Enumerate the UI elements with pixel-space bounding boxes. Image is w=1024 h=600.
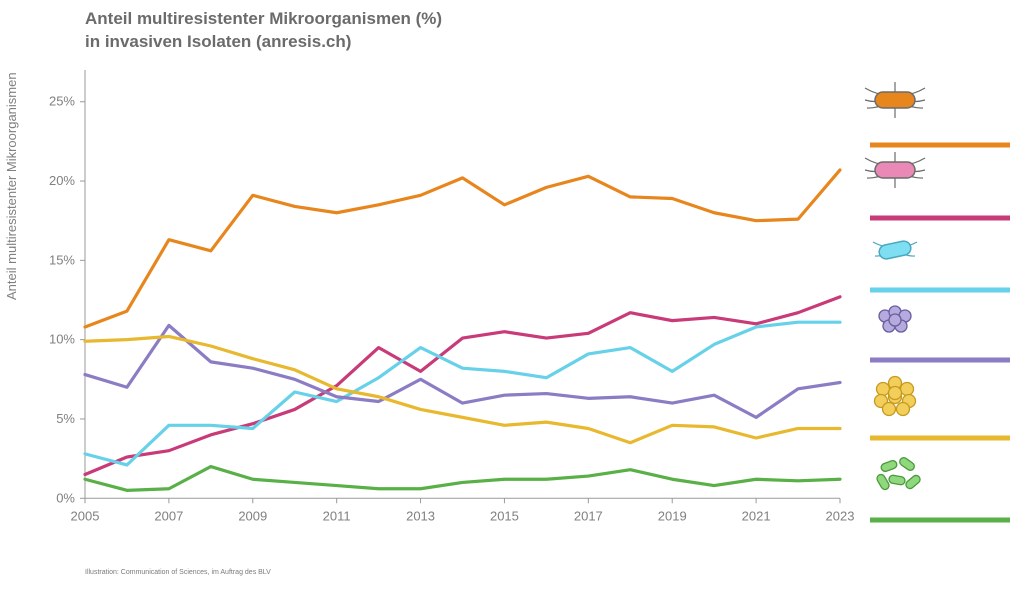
line-chart: 0% 5% 10% 15% 20% 25% 2005 2007 2009 2011 2013 2015… bbox=[0, 0, 1024, 600]
x-tick-label: 2013 bbox=[406, 508, 435, 523]
x-tick-label: 2021 bbox=[742, 508, 771, 523]
series-green-rods bbox=[85, 467, 840, 491]
series-orange-rod bbox=[85, 170, 840, 327]
y-tick-label: 10% bbox=[49, 332, 75, 347]
chart-footnote: Illustration: Communication of Sciences,… bbox=[85, 569, 271, 576]
x-tick-label: 2017 bbox=[574, 508, 603, 523]
legend-icon-cyan-rod bbox=[873, 240, 917, 260]
y-tick-label: 0% bbox=[56, 490, 75, 505]
y-tick-label: 5% bbox=[56, 411, 75, 426]
chart-area: Anteil multiresistenter Mikroorganismen … bbox=[0, 0, 1024, 600]
legend-icon-orange-rod bbox=[865, 82, 925, 118]
x-tick-label: 2011 bbox=[323, 508, 351, 523]
y-tick-label: 15% bbox=[49, 252, 75, 267]
y-tick-label: 20% bbox=[49, 173, 75, 188]
x-tick-label: 2023 bbox=[826, 508, 855, 523]
x-tick-label: 2019 bbox=[658, 508, 687, 523]
x-tick-label: 2015 bbox=[490, 508, 519, 523]
legend-icon-green-rods bbox=[876, 456, 922, 491]
legend-icon-pink-rod bbox=[865, 152, 925, 188]
legend-icon-yellow-cluster bbox=[875, 377, 916, 416]
x-tick-label: 2007 bbox=[154, 508, 183, 523]
y-tick-label: 25% bbox=[49, 94, 75, 109]
x-tick-label: 2009 bbox=[238, 508, 267, 523]
x-tick-label: 2005 bbox=[71, 508, 100, 523]
legend-icon-purple-cluster bbox=[879, 306, 911, 332]
series-pink-rod bbox=[85, 297, 840, 475]
